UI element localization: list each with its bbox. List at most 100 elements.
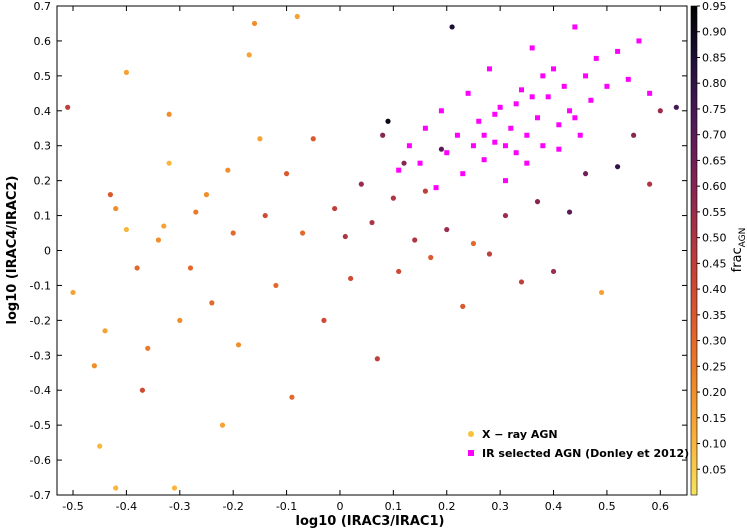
y-tick-label: -0.4 bbox=[30, 384, 51, 397]
ir-agn-point bbox=[604, 83, 610, 89]
xray-agn-point bbox=[358, 181, 364, 187]
xray-agn-point bbox=[107, 192, 113, 198]
xray-agn-point bbox=[91, 363, 97, 369]
y-tick-label: -0.2 bbox=[30, 314, 51, 327]
ir-agn-point bbox=[492, 111, 498, 117]
y-tick-label: -0.5 bbox=[30, 419, 51, 432]
xray-agn-point bbox=[294, 13, 300, 20]
xray-agn-point bbox=[155, 237, 162, 243]
colorbar-label-sub: AGN bbox=[738, 228, 747, 248]
ir-agn-point bbox=[615, 48, 621, 54]
ir-agn-point bbox=[422, 125, 428, 131]
ir-agn-point bbox=[524, 160, 530, 166]
x-axis-ticks: -0.5 -0.4 -0.3 -0.2 -0.1 0 0.1 0.2 0.3 0.4 0.5 0.6 bbox=[62, 6, 669, 513]
xray-agn-point bbox=[97, 443, 103, 449]
x-tick-label: 0.1 bbox=[385, 500, 403, 513]
y-tick-label: 0 bbox=[44, 245, 51, 258]
xray-agn-point bbox=[614, 164, 621, 170]
xray-agn-point bbox=[113, 485, 119, 491]
xray-agn-point bbox=[177, 317, 183, 323]
xray-agn-point bbox=[647, 181, 653, 187]
ir-agn-point bbox=[577, 132, 583, 138]
colorbar-tick-label: 0.15 bbox=[702, 412, 727, 425]
xray-agn-point bbox=[225, 167, 231, 173]
ir-agn-point bbox=[561, 83, 567, 89]
xray-agn-point bbox=[518, 279, 525, 285]
xray-agn-point bbox=[251, 20, 258, 27]
ir-agn-point bbox=[470, 143, 476, 149]
xray-agn-point bbox=[230, 230, 236, 236]
y-axis-ticks: -0.7 -0.6 -0.5 -0.4 -0.3 -0.2 -0.1 0 0.1 0.2 0.3 0.… bbox=[30, 0, 687, 502]
colorbar-ticks: 0.05 0.10 0.15 0.20 0.25 0.30 0.35 0.40 0.45 0.50… bbox=[697, 0, 727, 476]
ir-agn-point bbox=[481, 157, 487, 163]
xray-agn-point bbox=[209, 300, 215, 306]
x-tick-label: 0.4 bbox=[545, 500, 563, 513]
xray-agn-point bbox=[657, 108, 663, 114]
ir-agn-point bbox=[502, 143, 508, 149]
xray-agn-point bbox=[369, 219, 375, 226]
xray-agn-point bbox=[289, 394, 295, 400]
colorbar-label: fracAGN bbox=[730, 228, 747, 273]
x-axis-label: log10 (IRAC3/IRAC1) bbox=[296, 514, 445, 529]
xray-agn-point bbox=[385, 118, 391, 124]
xray-agn-point bbox=[102, 328, 108, 334]
ir-agn-point bbox=[572, 115, 578, 121]
x-tick-label: 0.2 bbox=[438, 500, 456, 513]
legend-marker-xray bbox=[468, 431, 474, 437]
xray-agn-point bbox=[380, 132, 386, 138]
ir-agn-point bbox=[417, 160, 423, 166]
ir-agn-point bbox=[529, 94, 535, 100]
xray-agn-point bbox=[235, 342, 242, 348]
colorbar-tick-label: 0.55 bbox=[702, 206, 727, 219]
legend-marker-ir bbox=[468, 450, 474, 456]
x-tick-label: -0.3 bbox=[169, 500, 190, 513]
xray-agn-point bbox=[550, 268, 557, 275]
xray-agn-point bbox=[598, 289, 605, 296]
xray-agn-point bbox=[193, 209, 199, 215]
ir-agn-point bbox=[535, 115, 541, 121]
colorbar-tick-label: 0.75 bbox=[702, 103, 727, 116]
colorbar-tick-label: 0.95 bbox=[702, 0, 727, 13]
xray-agn-point bbox=[203, 192, 210, 198]
y-axis-label: log10 (IRAC4/IRAC2) bbox=[5, 176, 20, 325]
xray-agn-point bbox=[566, 209, 573, 215]
xray-agn-point bbox=[166, 160, 172, 166]
xray-agn-point bbox=[123, 69, 130, 75]
xray-agn-point bbox=[321, 317, 327, 323]
y-tick-label: -0.1 bbox=[30, 279, 51, 292]
xray-agn-point bbox=[396, 268, 402, 275]
xray-agn-point bbox=[444, 226, 450, 233]
xray-agn-point bbox=[374, 356, 380, 362]
x-tick-label: -0.5 bbox=[62, 500, 83, 513]
xray-agn-point bbox=[283, 171, 290, 177]
xray-agn-point bbox=[428, 254, 434, 261]
ir-agn-point bbox=[492, 139, 498, 145]
colorbar-tick-label: 0.90 bbox=[702, 26, 727, 39]
x-tick-label: -0.4 bbox=[116, 500, 137, 513]
ir-agn-point bbox=[567, 108, 573, 114]
legend-entry-ir: IR selected AGN (Donley et 2012) bbox=[482, 447, 689, 460]
xray-agn-point bbox=[486, 251, 493, 257]
ir-agn-point bbox=[636, 38, 642, 44]
colorbar-tick-label: 0.30 bbox=[702, 335, 727, 348]
xray-agn-point bbox=[673, 104, 679, 110]
xray-agn-point bbox=[246, 52, 252, 58]
y-tick-label: 0.2 bbox=[34, 175, 52, 188]
ir-agn-point bbox=[588, 97, 594, 103]
ir-agn-point bbox=[647, 90, 653, 96]
xray-agn-point bbox=[470, 240, 477, 247]
x-tick-label: 0.6 bbox=[652, 500, 670, 513]
xray-agn-point bbox=[582, 171, 589, 177]
legend-entry-xray: X − ray AGN bbox=[482, 428, 558, 441]
ir-agn-point bbox=[513, 150, 519, 156]
ir-agn-point bbox=[540, 143, 546, 149]
ir-agn-point bbox=[465, 90, 471, 96]
xray-agn-point bbox=[219, 422, 226, 428]
x-tick-label: 0 bbox=[336, 500, 343, 513]
ir-agn-point bbox=[476, 118, 482, 124]
ir-agn-point bbox=[572, 24, 578, 30]
ir-agn-point bbox=[545, 94, 551, 100]
x-tick-label: -0.1 bbox=[276, 500, 297, 513]
y-tick-label: 0.5 bbox=[34, 70, 52, 83]
colorbar-tick-label: 0.85 bbox=[702, 51, 727, 64]
